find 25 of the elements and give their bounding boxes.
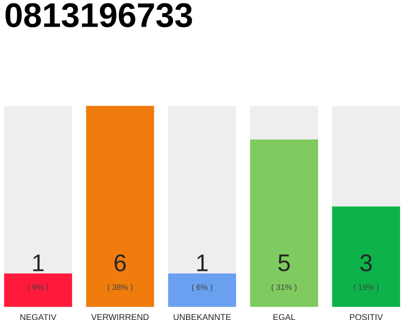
bar bbox=[332, 106, 400, 206]
data-label: 1 bbox=[33, 254, 44, 272]
x-tick-label: UNBEKANNTE bbox=[174, 314, 231, 320]
bar bbox=[250, 139, 318, 307]
chart-title: 0813196733 bbox=[6, 3, 192, 28]
data-label: 3 bbox=[360, 254, 372, 272]
bar bbox=[332, 206, 400, 307]
bar bbox=[168, 273, 236, 307]
annotation: ( 19% ) bbox=[354, 284, 378, 292]
x-tick-label: EGAL bbox=[273, 314, 296, 320]
bar bbox=[4, 106, 72, 274]
data-label: 6 bbox=[114, 254, 126, 272]
data-label: 5 bbox=[278, 254, 290, 272]
bar bbox=[168, 106, 236, 274]
x-tick-label: POSITIV bbox=[350, 314, 383, 320]
annotation: ( 6% ) bbox=[28, 284, 48, 292]
x-tick-label: NEGATIV bbox=[20, 314, 56, 320]
annotation: ( 6% ) bbox=[192, 284, 212, 292]
data-label: 1 bbox=[197, 254, 208, 272]
bar bbox=[250, 106, 318, 140]
annotation: ( 31% ) bbox=[272, 284, 296, 292]
bar bbox=[4, 273, 72, 307]
x-tick-label: VERWIRREND bbox=[91, 314, 149, 320]
bar bbox=[86, 106, 154, 307]
annotation: ( 38% ) bbox=[108, 284, 132, 292]
